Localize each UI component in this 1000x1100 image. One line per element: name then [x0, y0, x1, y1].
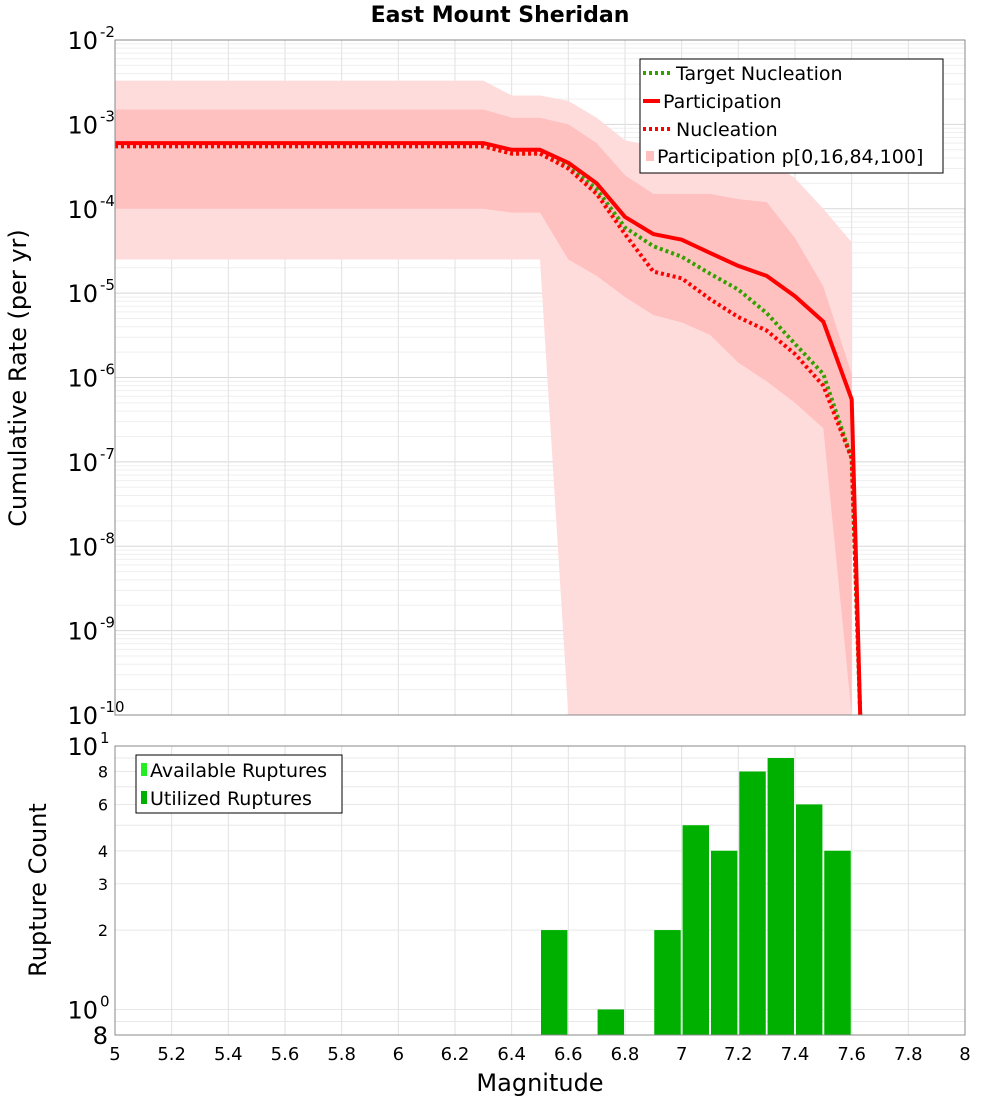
- legend-swatch-available: [141, 763, 147, 776]
- bar-utilized: [739, 771, 766, 1035]
- bar-utilized: [597, 1009, 624, 1035]
- y-tick-label: 10: [67, 365, 98, 393]
- rate-series-lines: [115, 141, 863, 716]
- y-tick-exponent: -7: [100, 445, 115, 463]
- y-tick-exponent: -5: [100, 276, 115, 294]
- x-tick-label: 5.8: [327, 1044, 356, 1065]
- rupture-plot-frame: [114, 745, 966, 1036]
- chart-title: East Mount Sheridan: [371, 3, 630, 28]
- y-tick-exponent: -10: [100, 698, 125, 716]
- rupture-legend-box: [135, 754, 343, 814]
- legend-label-participation-band: Participation p[0,16,84,100]: [657, 146, 923, 168]
- y-minor-tick-label: 2: [98, 921, 108, 940]
- y-tick-label: 10: [67, 280, 98, 308]
- x-tick-label: 5: [109, 1044, 120, 1065]
- bar-utilized: [796, 804, 823, 1035]
- x-tick-label: 6.4: [497, 1044, 526, 1065]
- legend-label-utilized: Utilized Ruptures: [150, 788, 312, 810]
- rate-legend-box: [639, 58, 944, 174]
- rate-plot-panel: 10-210-310-410-510-610-710-810-910-10 Ta…: [67, 23, 966, 730]
- y-tick-label: 10: [67, 702, 98, 730]
- y-tick-exponent: -3: [100, 107, 115, 125]
- series-line-nucleation: [115, 144, 863, 716]
- x-tick-label: 5.2: [157, 1044, 186, 1065]
- y-tick-exponent: 1: [100, 729, 110, 747]
- y-tick-exponent: -8: [100, 529, 115, 547]
- x-tick-labels: 5 5.2 5.4 5.6 5.8 6 6.2 6.4 6.6 6.8 7 7.2 7.4 7.6 7.8 8: [109, 1044, 970, 1065]
- rupture-legend: Available Ruptures Utilized Ruptures: [135, 754, 343, 814]
- y-tick-label: 10: [67, 111, 98, 139]
- x-tick-label: 7.2: [724, 1044, 753, 1065]
- y-minor-tick-label: 3: [98, 875, 108, 894]
- x-axis-label: Magnitude: [476, 1069, 603, 1097]
- y-tick-exponent: -9: [100, 614, 115, 632]
- participation-bands: [115, 80, 852, 716]
- bar-utilized: [767, 758, 794, 1035]
- x-tick-label: 6.6: [554, 1044, 583, 1065]
- y-tick-exponent: -4: [100, 192, 115, 210]
- x-tick-label: 8: [959, 1044, 970, 1065]
- y-minor-tick-label: 4: [98, 842, 108, 861]
- y-tick-label: 10: [67, 449, 98, 477]
- x-tick-label: 7.4: [781, 1044, 810, 1065]
- y-tick-exponent: 0: [100, 992, 110, 1010]
- bar-utilized: [711, 850, 738, 1035]
- rupture-bars: [541, 758, 851, 1035]
- y-minor-tick-label: 6: [98, 795, 108, 814]
- x-tick-label: 6: [393, 1044, 404, 1065]
- y-tick-exponent: -6: [100, 361, 115, 379]
- legend-label-target-nucleation: Target Nucleation: [675, 63, 843, 85]
- band-p16-p84: [115, 109, 852, 715]
- bottom-y-axis-label: Rupture Count: [24, 803, 52, 977]
- y-tick-label: 10: [67, 733, 98, 761]
- legend-swatch-participation-band: [646, 151, 654, 161]
- y-tick-label: 10: [67, 618, 98, 646]
- bar-utilized: [682, 825, 709, 1035]
- x-tick-label: 6.2: [441, 1044, 470, 1065]
- series-line-participation: [115, 141, 863, 716]
- x-tick-label: 6.8: [611, 1044, 640, 1065]
- x-tick-label: 7.8: [894, 1044, 923, 1065]
- rate-plot-frame: [114, 39, 966, 716]
- legend-label-available: Available Ruptures: [150, 760, 327, 782]
- series-line-target-nucleation: [115, 144, 863, 716]
- x-tick-label: 5.4: [214, 1044, 243, 1065]
- y-tick-label: 10: [67, 196, 98, 224]
- rate-legend: Target Nucleation Participation Nucleati…: [639, 58, 944, 174]
- legend-label-participation: Participation: [663, 91, 782, 113]
- legend-label-nucleation: Nucleation: [676, 119, 778, 141]
- y-minor-tick-label: 8: [98, 763, 108, 782]
- legend-swatch-utilized: [141, 791, 147, 804]
- bar-utilized: [541, 930, 568, 1035]
- y-tick-label: 10: [67, 533, 98, 561]
- x-tick-label: 7: [676, 1044, 687, 1065]
- y-tick-label: 10: [67, 996, 98, 1024]
- bar-utilized: [824, 850, 851, 1035]
- x-tick-label: 7.6: [837, 1044, 866, 1065]
- rate-y-tick-labels: 10-210-310-410-510-610-710-810-910-10: [67, 23, 124, 730]
- top-y-axis-label: Cumulative Rate (per yr): [4, 229, 32, 527]
- bar-utilized: [654, 930, 681, 1035]
- y-minor-tick-label: 8: [93, 1022, 108, 1050]
- x-tick-label: 5.6: [271, 1044, 300, 1065]
- y-tick-label: 10: [67, 27, 98, 55]
- y-tick-exponent: -2: [100, 23, 115, 41]
